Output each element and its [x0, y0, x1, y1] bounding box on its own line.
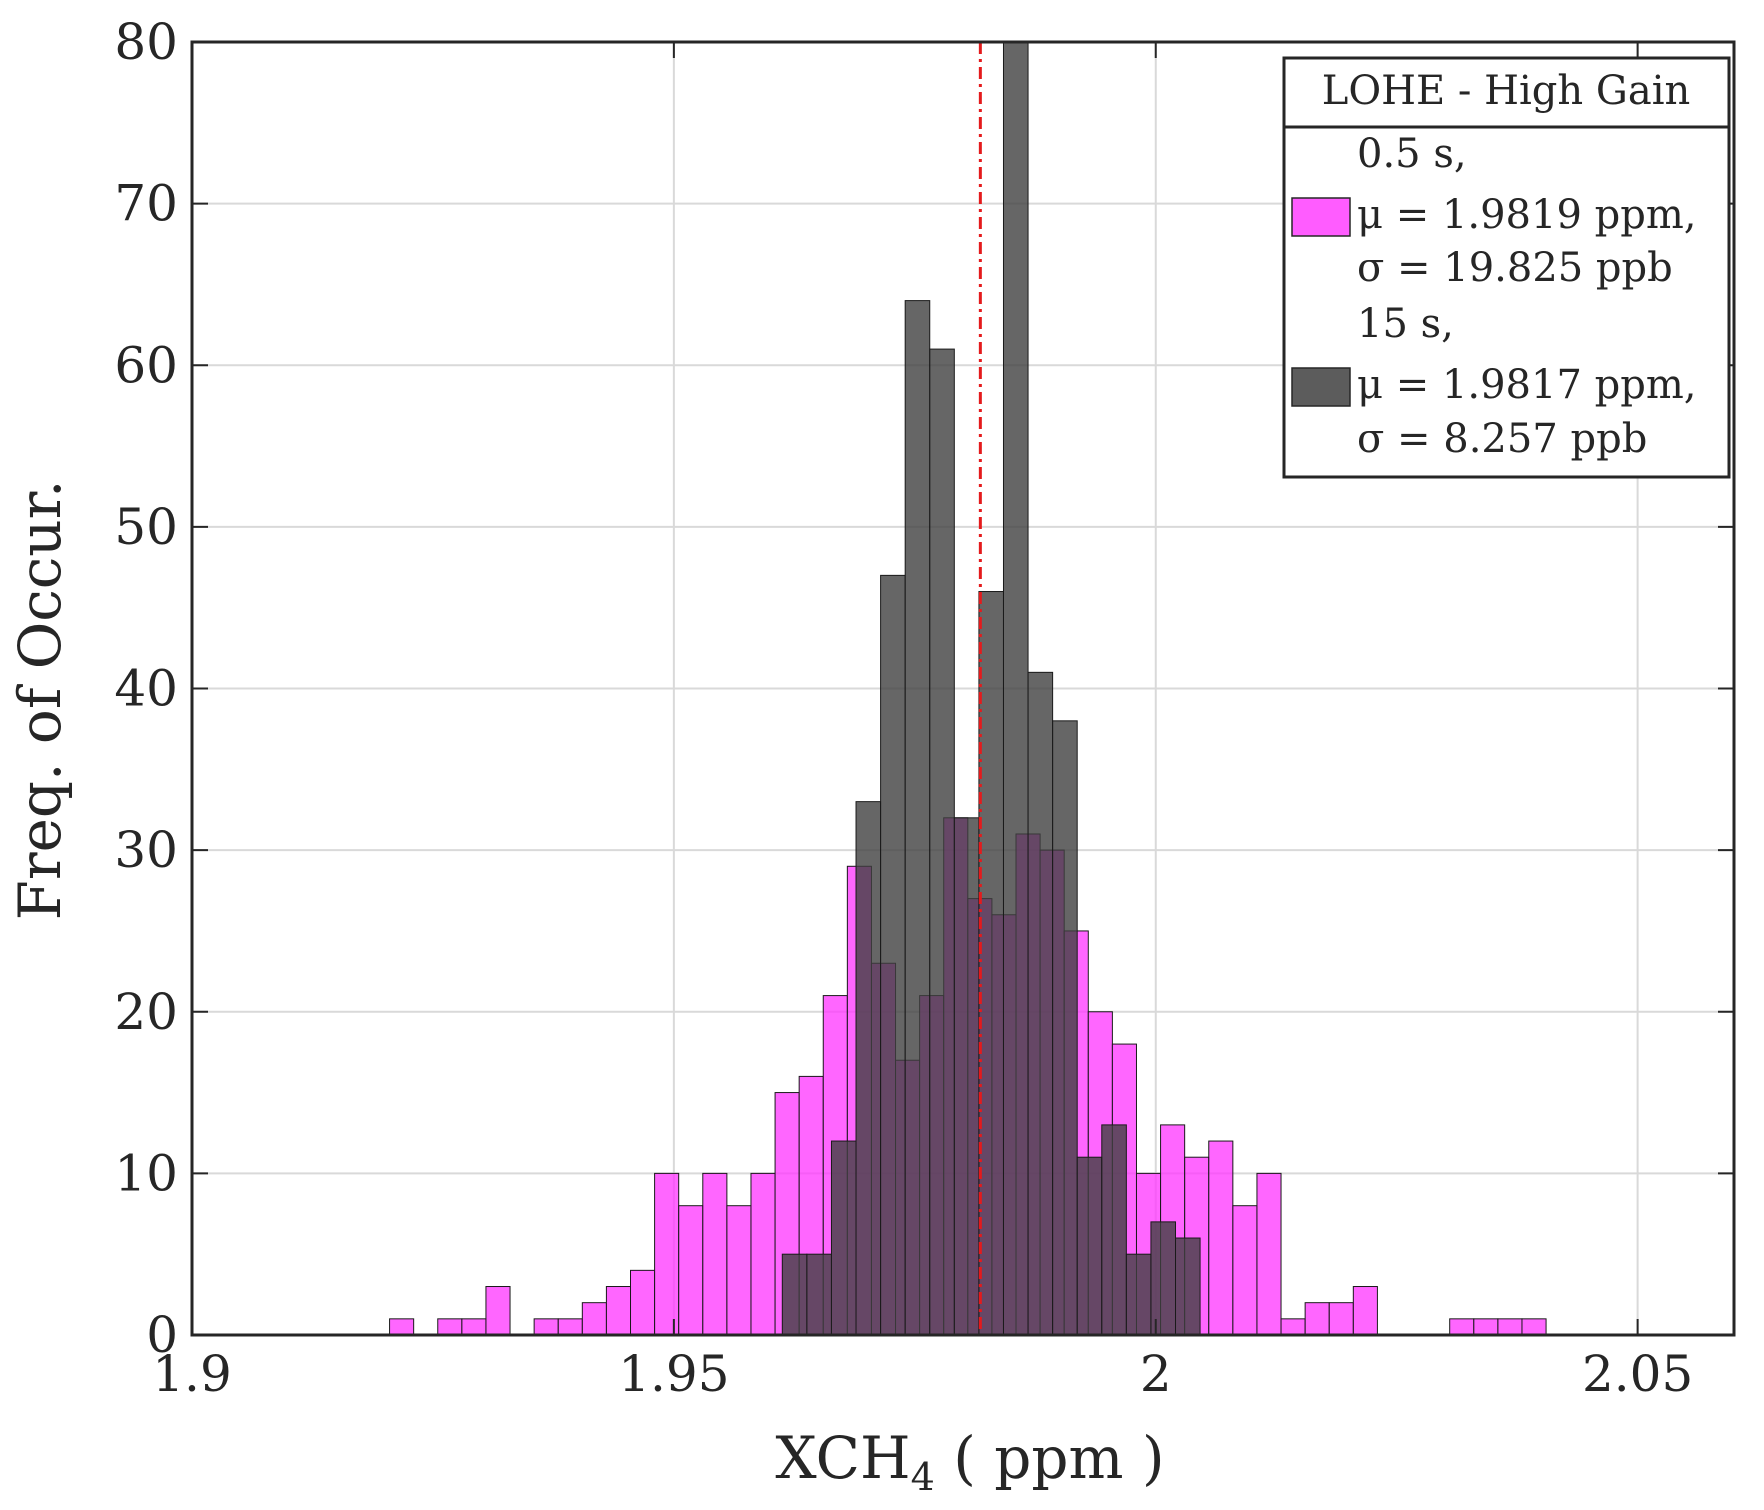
x-tick-label-0: 1.9	[152, 1345, 232, 1403]
y-tick-label-2: 20	[114, 983, 178, 1041]
gray-bar-7	[953, 817, 980, 1336]
gray-bar-8	[978, 591, 1004, 1336]
pink-bar-14	[726, 1205, 752, 1336]
gray-bar-4	[880, 574, 906, 1336]
pink-bar-40	[1352, 1286, 1378, 1336]
gray-bar-0	[781, 1253, 808, 1336]
legend: LOHE - High Gain 0.5 s, μ = 1.9819 ppm, …	[1282, 56, 1731, 479]
legend-swatch-15s	[1291, 367, 1351, 407]
y-tick-label-8: 80	[114, 13, 178, 71]
y-tick-label-6: 60	[114, 336, 178, 394]
gray-bar-6	[929, 348, 955, 1336]
gray-bar-9	[1002, 41, 1029, 1336]
pink-bar-35	[1232, 1205, 1258, 1336]
y-tick-label-7: 70	[114, 175, 178, 233]
gray-bar-2	[830, 1140, 857, 1336]
y-tick-label-1: 10	[114, 1144, 178, 1202]
legend-swatch-0-5s	[1291, 197, 1351, 237]
x-tick-label-2: 2	[1140, 1345, 1172, 1403]
y-tick-label-3: 30	[114, 821, 178, 879]
pink-bar-44	[1449, 1318, 1475, 1336]
pink-bar-6	[533, 1318, 559, 1336]
gray-bar-3	[855, 801, 882, 1336]
pink-bar-45	[1473, 1318, 1499, 1336]
series-15s-bars	[781, 41, 1201, 1336]
legend-title: LOHE - High Gain	[1322, 68, 1691, 114]
pink-bar-34	[1208, 1140, 1234, 1336]
y-tick-label-4: 40	[114, 660, 178, 718]
gray-bar-11	[1052, 720, 1078, 1336]
legend-entry-15s-line-3: σ = 8.257 ppb	[1357, 416, 1647, 462]
x-tick-labels: 1.9 1.95 2 2.05	[152, 1345, 1693, 1403]
pink-bar-15	[750, 1172, 776, 1336]
pink-bar-12	[678, 1205, 704, 1336]
gray-bar-12	[1076, 1156, 1103, 1336]
gray-bar-10	[1027, 671, 1054, 1336]
y-tick-label-0: 0	[146, 1306, 178, 1364]
legend-entry-0-5s-line-2: μ = 1.9819 ppm,	[1357, 192, 1696, 238]
y-tick-labels: 0 10 20 30 40 50 60 70 80	[114, 13, 178, 1364]
pink-bar-11	[654, 1172, 680, 1336]
pink-bar-3	[461, 1318, 487, 1336]
x-axis-title: XCH4 ( ppm )	[775, 1424, 1164, 1499]
pink-bar-2	[437, 1318, 463, 1336]
pink-bar-38	[1304, 1302, 1330, 1336]
pink-bar-9	[605, 1286, 632, 1336]
pink-bar-36	[1256, 1172, 1282, 1336]
pink-bar-0	[389, 1318, 415, 1336]
gray-bar-1	[806, 1253, 832, 1336]
pink-bar-37	[1280, 1318, 1306, 1336]
x-tick-label-1: 1.95	[618, 1345, 729, 1403]
gray-bar-16	[1175, 1237, 1201, 1336]
legend-entry-0-5s-line-1: 0.5 s,	[1357, 131, 1467, 177]
gray-bar-14	[1125, 1253, 1152, 1336]
pink-bar-10	[630, 1269, 656, 1336]
y-axis-title: Freq. of Occur.	[6, 480, 74, 921]
legend-entry-15s-line-2: μ = 1.9817 ppm,	[1357, 362, 1696, 408]
pink-bar-46	[1497, 1318, 1523, 1336]
pink-bar-7	[557, 1318, 583, 1336]
gray-bar-13	[1101, 1124, 1127, 1336]
legend-entry-15s-line-1: 15 s,	[1357, 301, 1454, 347]
gray-bar-15	[1150, 1221, 1177, 1336]
pink-bar-8	[581, 1302, 607, 1336]
pink-bar-47	[1521, 1318, 1547, 1336]
pink-bar-4	[485, 1286, 511, 1336]
x-tick-label-3: 2.05	[1582, 1345, 1693, 1403]
pink-bar-39	[1328, 1302, 1354, 1336]
y-tick-label-5: 50	[114, 498, 178, 556]
legend-entry-0-5s-line-3: σ = 19.825 ppb	[1357, 245, 1673, 291]
gray-bar-5	[904, 300, 931, 1336]
pink-bar-13	[702, 1172, 728, 1336]
